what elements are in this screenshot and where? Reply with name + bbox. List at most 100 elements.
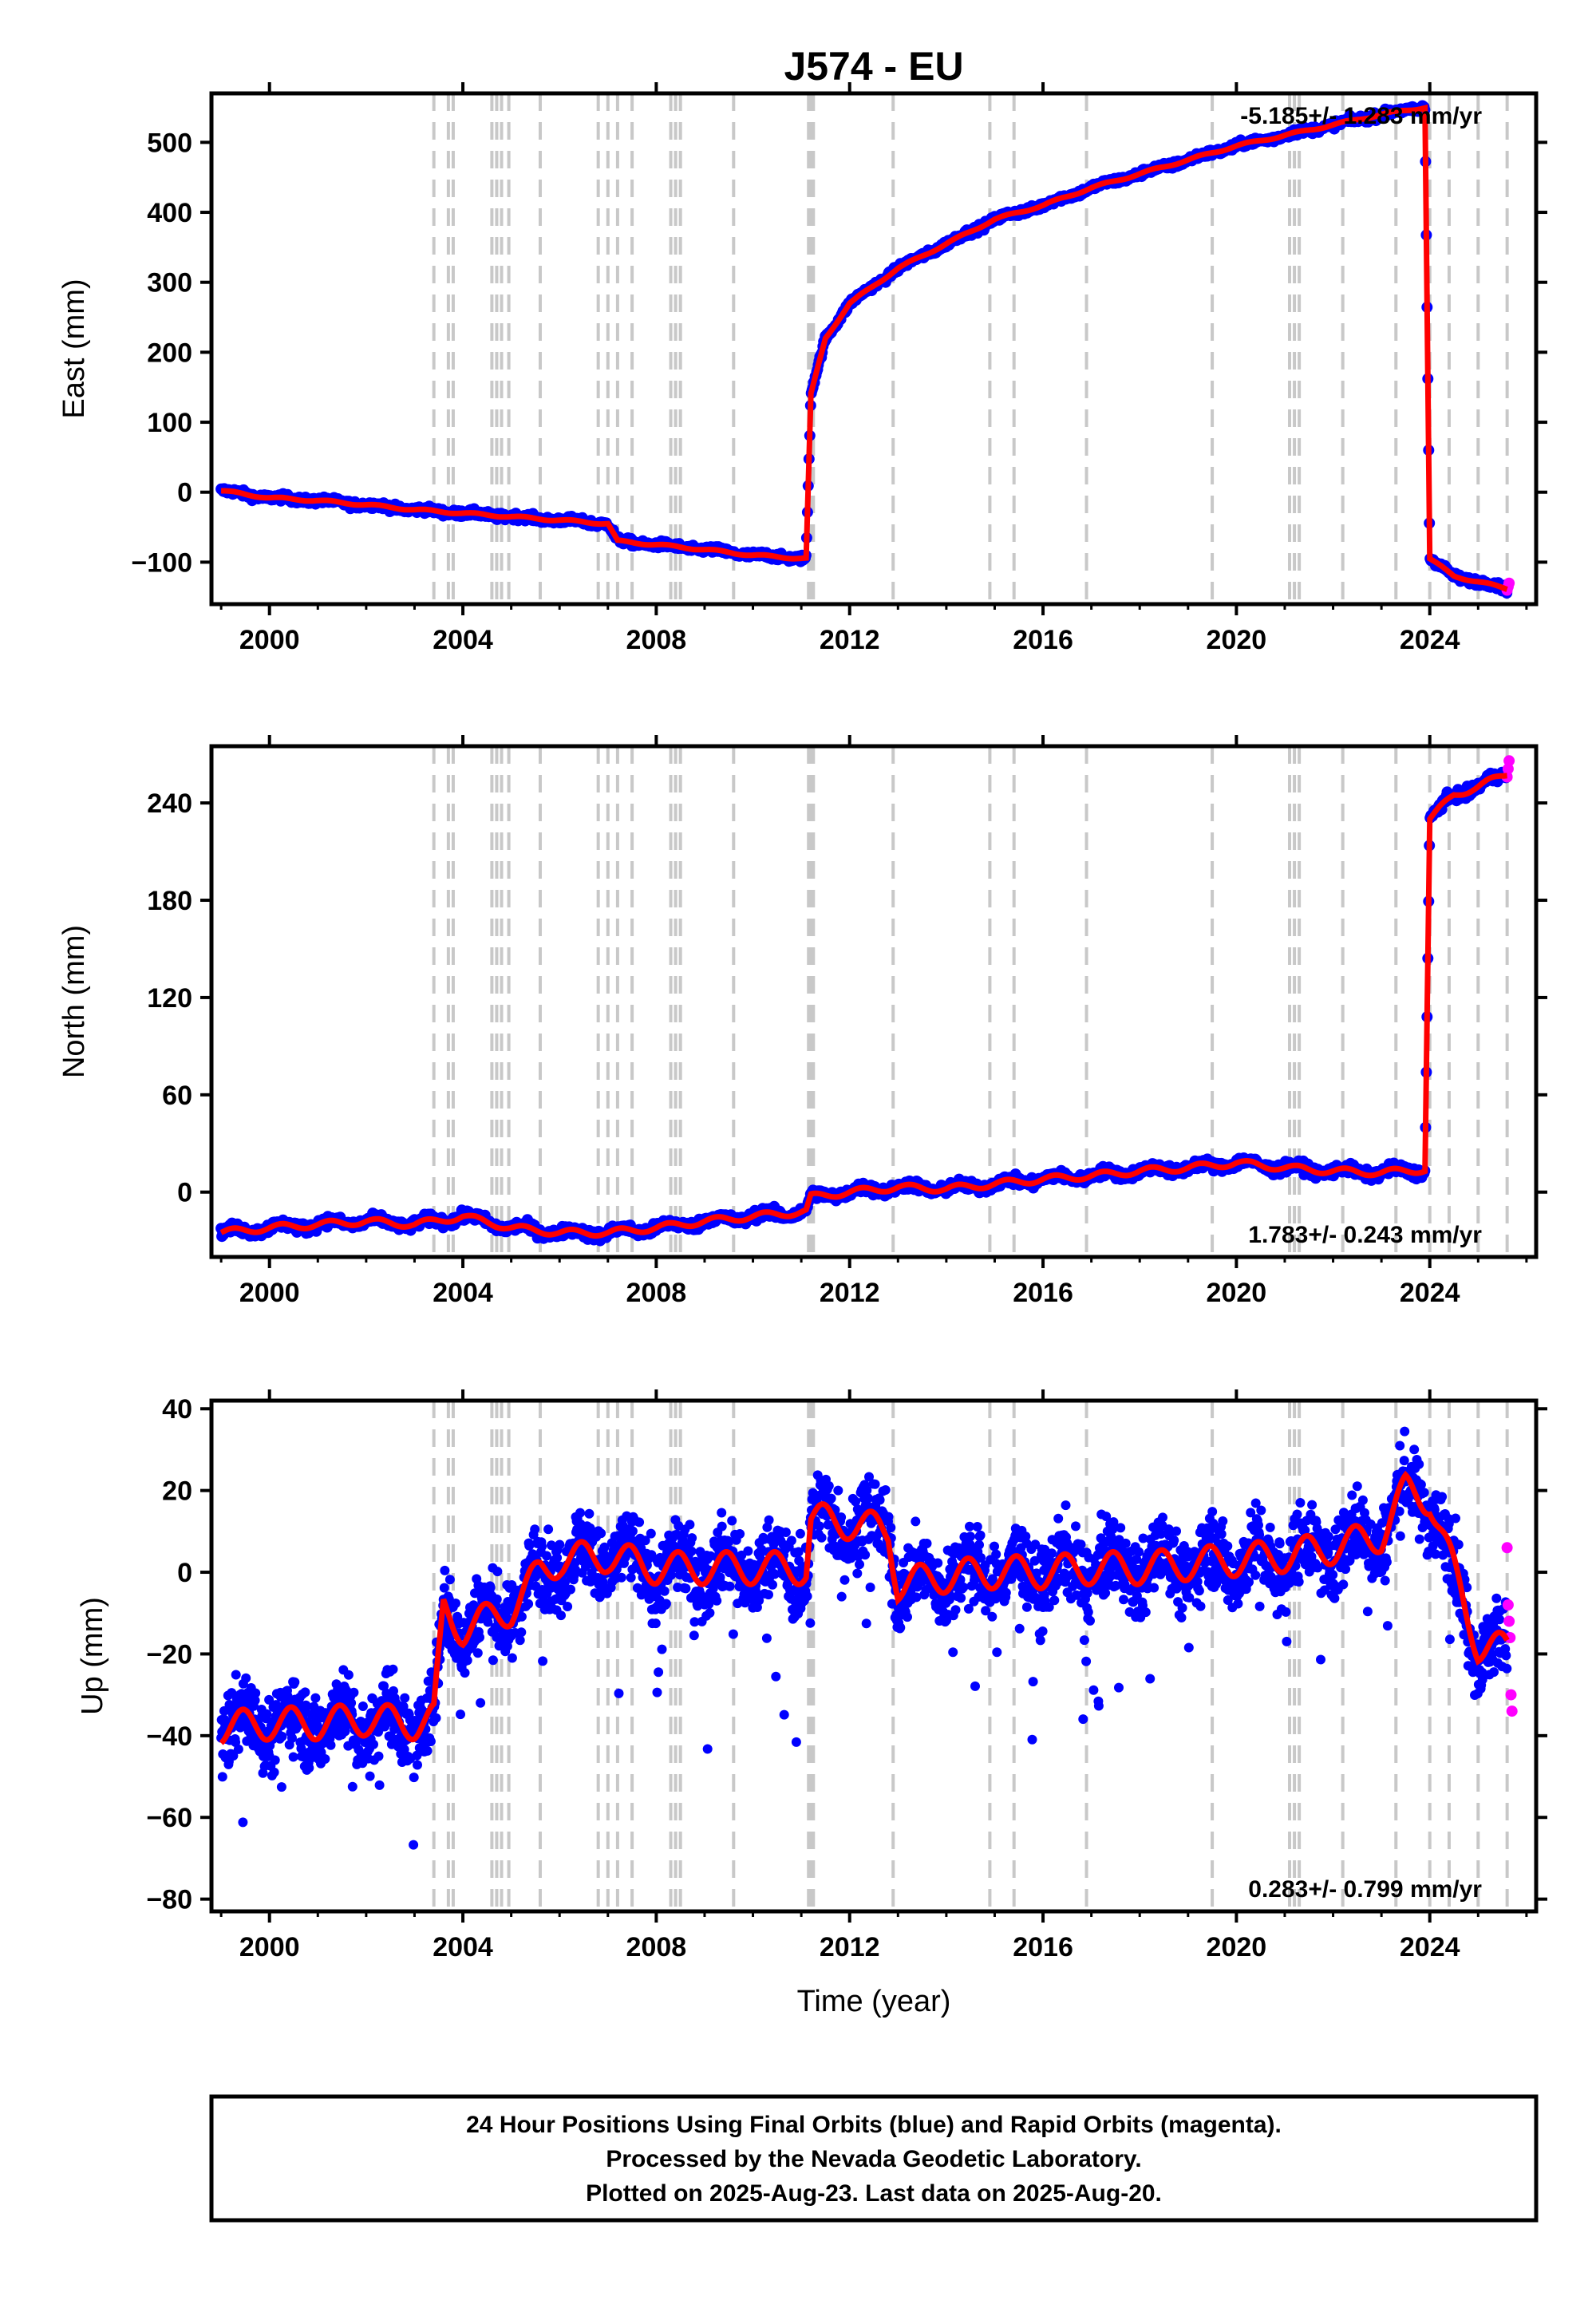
data-point xyxy=(523,1599,534,1609)
data-point xyxy=(462,1655,472,1666)
data-point xyxy=(771,1671,781,1682)
data-point xyxy=(269,1767,279,1777)
data-point xyxy=(310,1693,321,1703)
data-point xyxy=(326,1740,336,1750)
data-point xyxy=(413,1760,422,1770)
data-point xyxy=(634,1517,645,1528)
rapid-point xyxy=(1503,755,1515,767)
data-point xyxy=(270,1755,280,1765)
data-points-layer xyxy=(215,100,1518,1850)
data-point xyxy=(702,1744,713,1754)
data-point xyxy=(373,1751,384,1761)
data-point xyxy=(659,1586,670,1596)
data-point xyxy=(805,1618,816,1628)
rapid-point xyxy=(1503,577,1515,589)
data-point xyxy=(802,1591,812,1602)
data-point xyxy=(485,1583,496,1593)
data-point xyxy=(791,1737,801,1747)
data-point xyxy=(349,1687,359,1697)
data-point xyxy=(287,1733,297,1743)
data-point xyxy=(786,1535,796,1546)
data-point xyxy=(400,1693,410,1703)
data-point xyxy=(646,1528,656,1539)
data-point xyxy=(369,1739,378,1749)
data-point xyxy=(814,1521,824,1531)
data-point xyxy=(855,1559,864,1570)
data-point xyxy=(883,1512,894,1522)
data-point xyxy=(689,1630,699,1641)
data-point xyxy=(431,1713,441,1723)
data-point xyxy=(566,1584,575,1595)
data-point xyxy=(626,1572,636,1583)
data-point xyxy=(824,1480,834,1491)
data-point xyxy=(515,1635,525,1646)
data-point xyxy=(276,1782,286,1792)
data-point xyxy=(288,1752,298,1762)
data-point xyxy=(852,1568,863,1579)
data-point xyxy=(262,1709,272,1719)
data-point xyxy=(231,1670,241,1680)
data-point xyxy=(687,1533,697,1543)
data-point xyxy=(836,1591,847,1602)
data-point xyxy=(409,1773,419,1783)
data-point xyxy=(439,1583,449,1593)
data-point xyxy=(347,1781,358,1792)
data-point xyxy=(476,1697,486,1708)
data-point xyxy=(575,1508,585,1518)
data-point xyxy=(277,1731,287,1741)
data-point xyxy=(779,1709,789,1720)
data-point xyxy=(861,1618,871,1629)
data-point xyxy=(472,1648,483,1658)
data-point xyxy=(358,1701,368,1711)
data-point xyxy=(233,1744,243,1754)
data-point xyxy=(795,1528,805,1539)
data-point xyxy=(743,1546,753,1556)
data-point xyxy=(768,1579,777,1590)
data-point xyxy=(816,1532,827,1543)
data-point xyxy=(712,1595,722,1606)
data-point xyxy=(251,1688,261,1698)
data-point xyxy=(870,1479,880,1489)
data-point xyxy=(516,1627,527,1638)
data-point xyxy=(839,1575,850,1585)
data-point xyxy=(650,1618,661,1629)
data-point xyxy=(563,1602,573,1611)
data-point xyxy=(492,1594,502,1604)
data-point xyxy=(596,1528,606,1539)
data-point xyxy=(717,1521,727,1531)
data-point xyxy=(507,1653,517,1663)
data-point xyxy=(761,1633,772,1643)
data-point xyxy=(409,1840,419,1850)
data-point xyxy=(728,1629,738,1639)
data-point xyxy=(444,1575,455,1585)
offset-lines-layer xyxy=(432,93,1509,1911)
data-point xyxy=(425,1737,436,1746)
data-point xyxy=(865,1583,875,1592)
data-point xyxy=(661,1599,671,1609)
data-point xyxy=(717,1508,727,1518)
data-point xyxy=(705,1608,715,1618)
data-point xyxy=(764,1515,774,1525)
data-point xyxy=(555,1539,565,1550)
data-point xyxy=(460,1668,470,1678)
data-point xyxy=(488,1655,498,1666)
data-point xyxy=(654,1667,664,1678)
data-point xyxy=(556,1611,566,1621)
data-point xyxy=(543,1524,554,1535)
data-point xyxy=(475,1632,484,1642)
data-point xyxy=(860,1550,871,1560)
data-point xyxy=(616,1572,626,1583)
data-point xyxy=(320,1754,330,1764)
data-point xyxy=(725,1581,735,1591)
data-point xyxy=(343,1670,354,1680)
data-point xyxy=(780,1528,791,1537)
data-point xyxy=(727,1516,737,1526)
data-point xyxy=(530,1524,540,1535)
data-point xyxy=(238,1817,248,1828)
data-point xyxy=(764,1590,773,1600)
data-point xyxy=(290,1677,300,1687)
data-point xyxy=(833,1485,843,1496)
data-point xyxy=(836,1512,847,1523)
data-point xyxy=(627,1526,638,1536)
